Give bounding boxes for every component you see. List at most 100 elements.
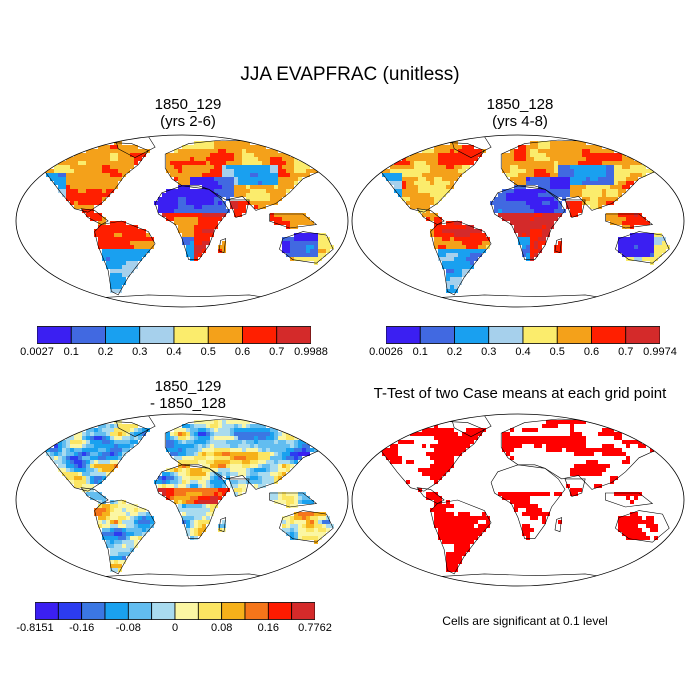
colorbar-tick-label: 0.5: [200, 346, 216, 358]
panel-4-title-line1: T-Test of two Case means at each grid po…: [373, 385, 667, 402]
colorbar-panel-2: [386, 326, 660, 344]
map-panel-4: [351, 413, 685, 587]
colorbar-swatch: [488, 326, 524, 344]
main-title: JJA EVAPFRAC (unitless): [240, 64, 460, 85]
coastline-india: [564, 199, 586, 218]
colorbar-tick-label: 0.6: [234, 346, 251, 358]
map-border: [351, 413, 685, 587]
colorbar-swatch: [70, 326, 106, 344]
colorbar-tick-label: 0.9974: [643, 346, 677, 358]
colorbar-tick-label: 0.9988: [294, 346, 328, 358]
colorbar-swatch: [105, 326, 141, 344]
coastline-africa: [490, 185, 566, 260]
colorbar-swatch: [127, 602, 153, 620]
colorbar-tick-label: 0.4: [515, 346, 531, 358]
colorbar-swatch: [139, 326, 175, 344]
panel-2-title: 1850_128 (yrs 4-8): [358, 96, 682, 130]
colorbar-swatch: [291, 602, 315, 620]
panel-4-title: T-Test of two Case means at each grid po…: [340, 385, 700, 402]
coastline-centralAmerica: [80, 487, 109, 504]
panel-1-title: 1850_129 (yrs 2-6): [26, 96, 350, 130]
coastline-centralAmerica: [416, 208, 445, 225]
colorbar-swatch: [591, 326, 627, 344]
coastline-madagascar: [218, 517, 227, 533]
colorbar-swatch: [37, 326, 72, 344]
colorbar-swatch: [104, 602, 129, 620]
map-panel-2: [351, 134, 685, 308]
coastline-australia: [279, 231, 334, 264]
coastline-madagascar: [554, 517, 563, 533]
colorbar-swatch: [57, 602, 83, 620]
colorbar-swatch: [556, 326, 592, 344]
coastline-centralAmerica: [80, 208, 109, 225]
colorbar-tick-label: 0.7762: [298, 622, 332, 634]
coastline-antarctica: [423, 573, 620, 586]
colorbar-swatch: [419, 326, 455, 344]
colorbar-tick-label: -0.16: [69, 622, 95, 634]
coastline-seAsiaIslands: [605, 213, 654, 229]
colorbar-tick-label: 0.6: [583, 346, 600, 358]
colorbar-tick-label: 0.0027: [20, 346, 54, 358]
coastline-australia: [615, 231, 670, 264]
panel-1-title-line2: (yrs 2-6): [160, 113, 216, 130]
map-panel-1: [15, 134, 349, 308]
colorbar-panel-1: [37, 326, 311, 344]
colorbar-tick-label: 0.3: [132, 346, 148, 358]
coastline-africa: [490, 464, 566, 539]
colorbar-swatch: [454, 326, 490, 344]
colorbar-tick-label: 0.16: [257, 622, 280, 634]
coastline-india: [228, 199, 250, 218]
coastline-antarctica: [87, 294, 284, 307]
panel-3-title: 1850_129 - 1850_128: [26, 378, 350, 412]
colorbar-tick-label: -0.08: [115, 622, 141, 634]
colorbar-swatch: [522, 326, 558, 344]
map-border: [351, 134, 685, 308]
colorbar-tick-label: 0.4: [166, 346, 182, 358]
colorbar-swatch: [244, 602, 269, 620]
panel-2-title-line2: (yrs 4-8): [492, 113, 548, 130]
map-border: [15, 413, 349, 587]
colorbar-swatch: [151, 602, 176, 620]
panel-2-title-line1: 1850_128: [486, 96, 554, 113]
colorbar-tick-label: 0.3: [481, 346, 497, 358]
coastline-seAsiaIslands: [269, 492, 318, 508]
colorbar-swatch: [625, 326, 660, 344]
colorbar-tick-label: 0.7: [618, 346, 634, 358]
coastline-australia: [279, 510, 334, 543]
coastline-antarctica: [87, 573, 284, 586]
colorbar-swatch: [81, 602, 106, 620]
coastline-madagascar: [218, 238, 227, 254]
colorbar-tick-label: -0.8151: [16, 622, 54, 634]
colorbar-panel-3: [35, 602, 315, 620]
coastline-southAmerica: [94, 499, 156, 575]
colorbar-tick-label: 0.1: [412, 346, 428, 358]
map-border: [15, 134, 349, 308]
panel-1-title-line1: 1850_129: [154, 96, 222, 113]
colorbar-tick-label: 0.1: [63, 346, 79, 358]
colorbar-swatch: [276, 326, 311, 344]
coastline-india: [564, 478, 586, 497]
colorbar-swatch: [221, 602, 246, 620]
coastline-southAmerica: [94, 220, 156, 296]
colorbar-swatch: [207, 326, 243, 344]
colorbar-tick-label: 0.0026: [369, 346, 403, 358]
colorbar-swatch: [386, 326, 421, 344]
panel-3-title-line2: - 1850_128: [150, 395, 226, 412]
colorbar-swatch: [267, 602, 293, 620]
colorbar-tick-label: 0.2: [97, 346, 114, 358]
colorbar-tick-label: 0.2: [446, 346, 463, 358]
colorbar-swatch: [173, 326, 209, 344]
colorbar-swatch: [242, 326, 278, 344]
panel-3-title-line1: 1850_129: [154, 378, 222, 395]
significance-note: Cells are significant at 0.1 level: [442, 614, 608, 628]
coastline-madagascar: [554, 238, 563, 254]
coastline-southAmerica: [430, 499, 492, 575]
colorbar-tick-label: 0.7: [269, 346, 285, 358]
coastline-africa: [154, 185, 230, 260]
coastline-india: [228, 478, 250, 497]
coastline-seAsiaIslands: [605, 492, 654, 508]
coastline-centralAmerica: [416, 487, 445, 504]
colorbar-tick-label: 0.5: [549, 346, 565, 358]
colorbar-tick-label: 0: [171, 622, 179, 634]
map-panel-3: [15, 413, 349, 587]
